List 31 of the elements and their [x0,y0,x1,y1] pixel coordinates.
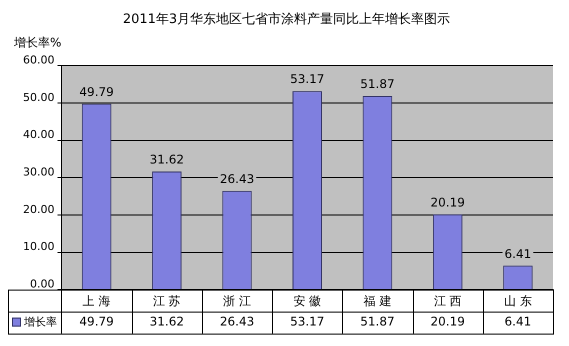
x-tick-label: 福 建 [364,294,392,308]
x-tick-label: 江 西 [434,294,462,308]
data-label: 49.79 [79,84,114,99]
data-label: 53.17 [290,72,324,86]
x-tick-label: 安 徽 [293,294,322,308]
data-label: 20.19 [430,195,465,210]
data-label: 26.43 [220,172,254,186]
legend-label: 增长率 [23,315,57,328]
data-label: 31.62 [150,152,184,167]
text: 49.79 [79,314,114,329]
text: 31.62 [150,314,184,329]
y-tick-label: 50.00 [22,90,54,104]
text: 53.17 [290,314,324,329]
text: 26.43 [220,314,254,329]
text: 51.87 [360,314,395,329]
y-tick-label: 30.00 [22,165,54,178]
x-tick-label: 浙 江 [223,294,251,308]
y-tick-label: 10.00 [22,240,54,254]
y-tick-label: 40.00 [22,128,54,142]
x-tick-label: 山 东 [504,294,532,308]
text: 6.41 [504,314,532,329]
x-tick-label: 江 苏 [152,294,181,308]
y-axis-title: 增长率% [13,36,62,50]
x-tick-label: 上 海 [82,294,111,308]
chart-title: 2011年3月华东地区七省市涂料产量同比上年增长率图示 [122,11,450,28]
y-tick-label: 60.00 [22,53,54,66]
y-tick-label: 20.00 [22,202,54,216]
y-tick-label: 0.00 [30,277,54,290]
text: 20.19 [430,314,465,329]
data-label: 51.87 [360,77,395,92]
data-label: 6.41 [504,246,532,261]
